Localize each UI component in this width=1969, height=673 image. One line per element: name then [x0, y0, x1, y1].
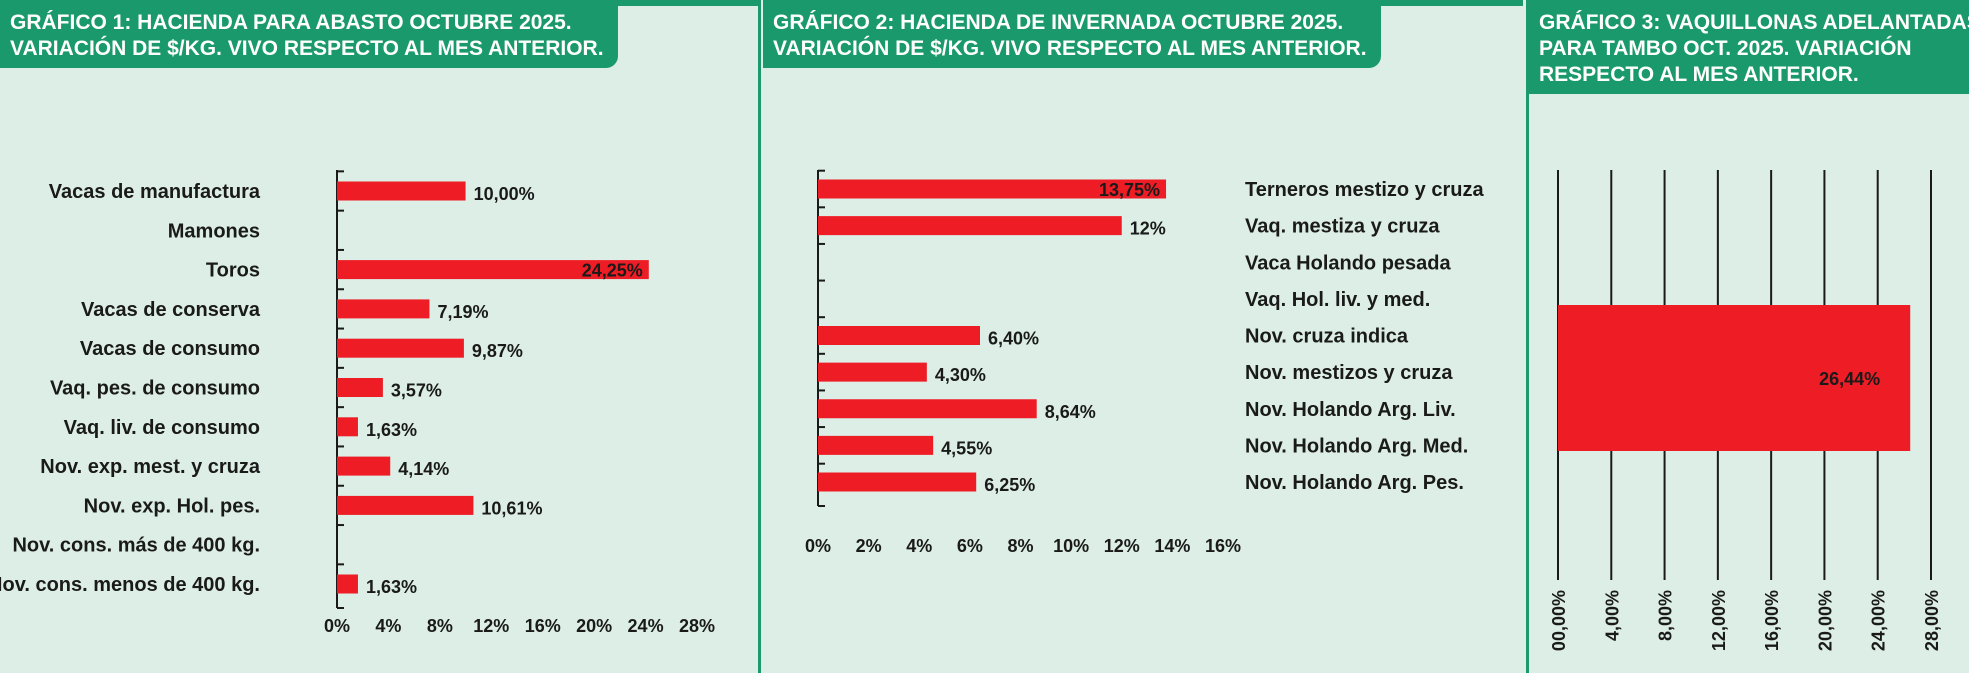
chart-panel-1: GRÁFICO 1: HACIENDA PARA ABASTO OCTUBRE … [0, 0, 758, 673]
data-label: 8,64% [1045, 402, 1096, 422]
category-label: Nov. mestizos y cruza [1245, 362, 1453, 384]
category-label: Vaq. liv. de consumo [64, 417, 260, 439]
bar [818, 216, 1122, 236]
x-tick-label: 28,00% [1922, 590, 1942, 651]
category-label: Vacas de manufactura [49, 181, 261, 203]
category-label: Vaq. mestiza y cruza [1245, 216, 1440, 238]
x-tick-label: 16% [1205, 536, 1241, 556]
x-tick-label: 24,00% [1869, 590, 1889, 651]
panel-divider [758, 0, 761, 673]
x-tick-label: 28% [679, 616, 715, 636]
title-line-2: VARIACIÓN DE $/KG. VIVO RESPECTO AL MES … [773, 37, 1367, 60]
category-label: Nov. cons. más de 400 kg. [12, 535, 260, 557]
data-label: 4,30% [935, 365, 986, 385]
data-label: 9,87% [472, 341, 523, 361]
bar [818, 399, 1037, 419]
data-label: 10,00% [474, 184, 535, 204]
x-tick-label: 4% [906, 536, 932, 556]
category-label: Vaq. Hol. liv. y med. [1245, 289, 1430, 311]
data-label: 4,14% [398, 459, 449, 479]
x-tick-label: 10% [1053, 536, 1089, 556]
bar [818, 472, 977, 492]
x-tick-label: 6% [957, 536, 983, 556]
bar [818, 362, 927, 382]
chart-title: GRÁFICO 3: VAQUILLONAS ADELANTADAS PARA … [1529, 0, 1969, 94]
category-label: Mamones [168, 220, 260, 242]
x-tick-label: 12% [1104, 536, 1140, 556]
title-line-3: RESPECTO AL MES ANTERIOR. [1539, 63, 1859, 86]
data-label: 6,25% [984, 475, 1035, 495]
data-label: 7,19% [437, 302, 488, 322]
chart-panel-3: GRÁFICO 3: VAQUILLONAS ADELANTADAS PARA … [1529, 0, 1969, 673]
data-label: 10,61% [481, 498, 542, 518]
x-tick-label: 24% [628, 616, 664, 636]
title-line-2: VARIACIÓN DE $/KG. VIVO RESPECTO AL MES … [10, 37, 604, 60]
bar [337, 260, 649, 280]
bar-chart-3: 26,44% 00,00% 4,00% 8,00% 12,00% 16,00% 20,00%… [1549, 170, 1942, 651]
chart-panel-2: GRÁFICO 2: HACIENDA DE INVERNADA OCTUBRE… [763, 0, 1523, 673]
x-tick-label: 16% [525, 616, 561, 636]
data-label: 13,75% [1099, 180, 1160, 200]
data-label: 24,25% [582, 261, 643, 281]
data-label: 4,55% [941, 438, 992, 458]
data-label: 12% [1130, 219, 1166, 239]
title-line-1: GRÁFICO 1: HACIENDA PARA ABASTO OCTUBRE … [10, 11, 572, 34]
data-label: 26,44% [1819, 369, 1880, 389]
category-label: Nov. exp. Hol. pes. [84, 495, 260, 517]
bar [337, 338, 464, 358]
x-tick-label: 20,00% [1815, 590, 1835, 651]
x-tick-label: 14% [1154, 536, 1190, 556]
bar [818, 435, 934, 455]
bar [337, 574, 358, 594]
category-label: Nov. exp. mest. y cruza [40, 456, 261, 478]
bar [337, 181, 466, 201]
bar [337, 378, 383, 397]
bar-chart-2: Terneros mestizo y cruza 13,75% Vaq. mesti… [805, 169, 1484, 556]
category-label: Vaca Holando pesada [1245, 252, 1452, 274]
category-label: Vaq. pes. de consumo [50, 378, 260, 400]
bar [818, 179, 1167, 199]
category-label: Nov. Holando Arg. Med. [1245, 435, 1468, 457]
x-tick-label: 12,00% [1709, 590, 1729, 651]
x-tick-label: 0% [805, 536, 831, 556]
category-label: Nov. cruza indica [1245, 326, 1409, 348]
category-label: Terneros mestizo y cruza [1245, 179, 1484, 201]
chart-title: GRÁFICO 1: HACIENDA PARA ABASTO OCTUBRE … [0, 0, 618, 68]
bar-chart-1: Vacas de manufactura 10,00% Mamones Toros 24… [0, 170, 715, 636]
category-label: Vacas de conserva [81, 299, 261, 321]
category-label: Nov. cons. menos de 400 kg. [0, 574, 260, 596]
x-tick-label: 20% [576, 616, 612, 636]
data-label: 1,63% [366, 420, 417, 440]
x-tick-label: 2% [856, 536, 882, 556]
category-label: Nov. Holando Arg. Liv. [1245, 399, 1456, 421]
title-line-1: GRÁFICO 2: HACIENDA DE INVERNADA OCTUBRE… [773, 11, 1344, 34]
x-tick-label: 8% [1007, 536, 1033, 556]
category-label: Toros [206, 260, 260, 282]
title-line-1: GRÁFICO 3: VAQUILLONAS ADELANTADAS [1539, 11, 1969, 34]
bar [337, 299, 430, 319]
bar [818, 326, 980, 345]
x-tick-label: 00,00% [1549, 590, 1569, 651]
x-tick-label: 16,00% [1762, 590, 1782, 651]
panel-divider [1526, 0, 1529, 673]
chart-title: GRÁFICO 2: HACIENDA DE INVERNADA OCTUBRE… [763, 0, 1381, 68]
x-tick-label: 4,00% [1602, 590, 1622, 641]
data-label: 3,57% [391, 381, 442, 401]
bar [337, 456, 391, 476]
x-tick-label: 12% [473, 616, 509, 636]
category-label: Vacas de consumo [80, 338, 260, 360]
bar [337, 417, 358, 437]
bar [337, 495, 474, 515]
x-tick-label: 8% [427, 616, 453, 636]
data-label: 1,63% [366, 577, 417, 597]
title-line-2: PARA TAMBO OCT. 2025. VARIACIÓN [1539, 37, 1912, 60]
x-tick-label: 0% [324, 616, 350, 636]
x-tick-label: 4% [375, 616, 401, 636]
data-label: 6,40% [988, 329, 1039, 349]
x-tick-label: 8,00% [1656, 590, 1676, 641]
category-label: Nov. Holando Arg. Pes. [1245, 472, 1464, 494]
bar [1558, 305, 1911, 451]
